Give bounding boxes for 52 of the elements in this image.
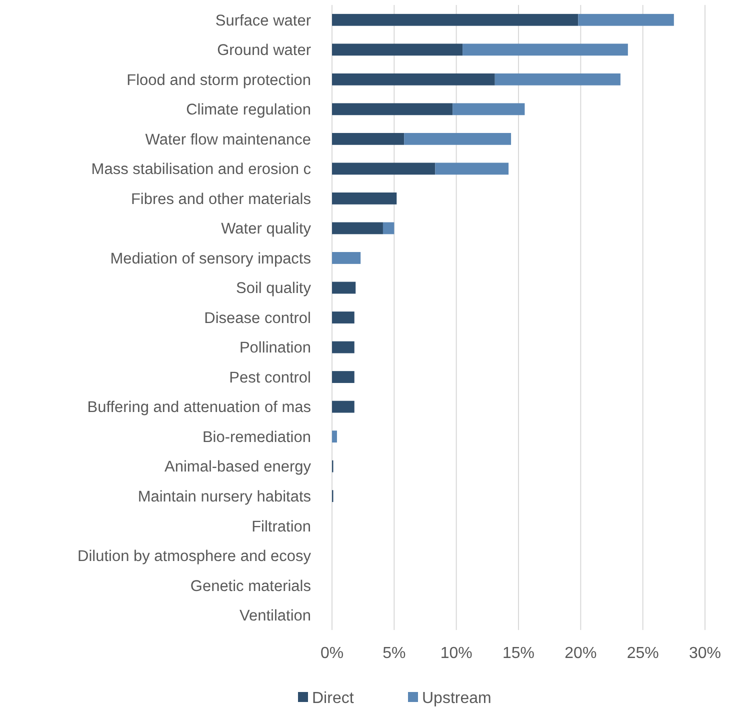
y-tick-label: Climate regulation <box>186 102 311 119</box>
bar <box>332 312 354 324</box>
bar <box>332 192 397 204</box>
y-tick-label: Maintain nursery habitats <box>138 488 312 506</box>
bar <box>332 132 404 145</box>
y-tick-label: Soil quality <box>236 280 312 298</box>
bar <box>332 430 337 442</box>
legend-label: Upstream <box>422 690 492 707</box>
x-tick-label: 0% <box>320 645 344 662</box>
x-tick-label: 25% <box>626 645 659 662</box>
bar <box>452 103 525 116</box>
bar <box>332 103 453 116</box>
x-tick-label: 20% <box>564 645 597 662</box>
x-tick-label: 15% <box>502 645 535 662</box>
y-tick-label: Water flow maintenance <box>145 131 311 148</box>
y-tick-label: Bio-remediation <box>202 428 311 446</box>
bar <box>332 252 361 264</box>
y-tick-label: Pollination <box>239 340 311 357</box>
bar <box>382 222 394 234</box>
bar <box>332 73 495 86</box>
y-tick-label: Animal-based energy <box>164 458 312 476</box>
y-tick-label: Surface water <box>215 12 311 30</box>
y-tick-label: Filtration <box>252 518 311 536</box>
x-tick-label: 30% <box>688 645 722 662</box>
y-tick-label: Buffering and attenuation of mas <box>87 399 312 416</box>
y-tick-label: Dilution by atmosphere and ecosy <box>78 548 312 566</box>
bar <box>332 14 578 26</box>
y-tick-label: Ventilation <box>239 608 311 625</box>
bar <box>404 132 512 145</box>
bar <box>332 162 436 175</box>
y-tick-label: Mass stabilisation and erosion c <box>91 161 312 178</box>
x-tick-label: 10% <box>440 645 472 662</box>
bar <box>332 400 354 413</box>
y-tick-label: Fibres and other materials <box>130 190 312 208</box>
y-tick-label: Water quality <box>221 220 312 238</box>
bar <box>332 371 354 383</box>
y-tick-label: Disease control <box>204 310 311 327</box>
y-tick-label: Ground water <box>217 42 311 60</box>
bar <box>332 44 463 56</box>
bar <box>462 44 628 56</box>
y-tick-label: Pest control <box>229 369 311 386</box>
y-tick-label: Genetic materials <box>190 578 312 595</box>
bar <box>494 73 620 86</box>
bar <box>578 14 674 26</box>
legend-label: Direct <box>312 690 354 707</box>
y-tick-label: Flood and storm protection <box>126 72 311 89</box>
bar <box>332 341 354 354</box>
bar <box>435 162 509 175</box>
bar <box>332 282 356 294</box>
x-tick-label: 5% <box>382 645 406 662</box>
y-tick-label: Mediation of sensory impacts <box>110 250 312 268</box>
bar <box>332 222 383 234</box>
